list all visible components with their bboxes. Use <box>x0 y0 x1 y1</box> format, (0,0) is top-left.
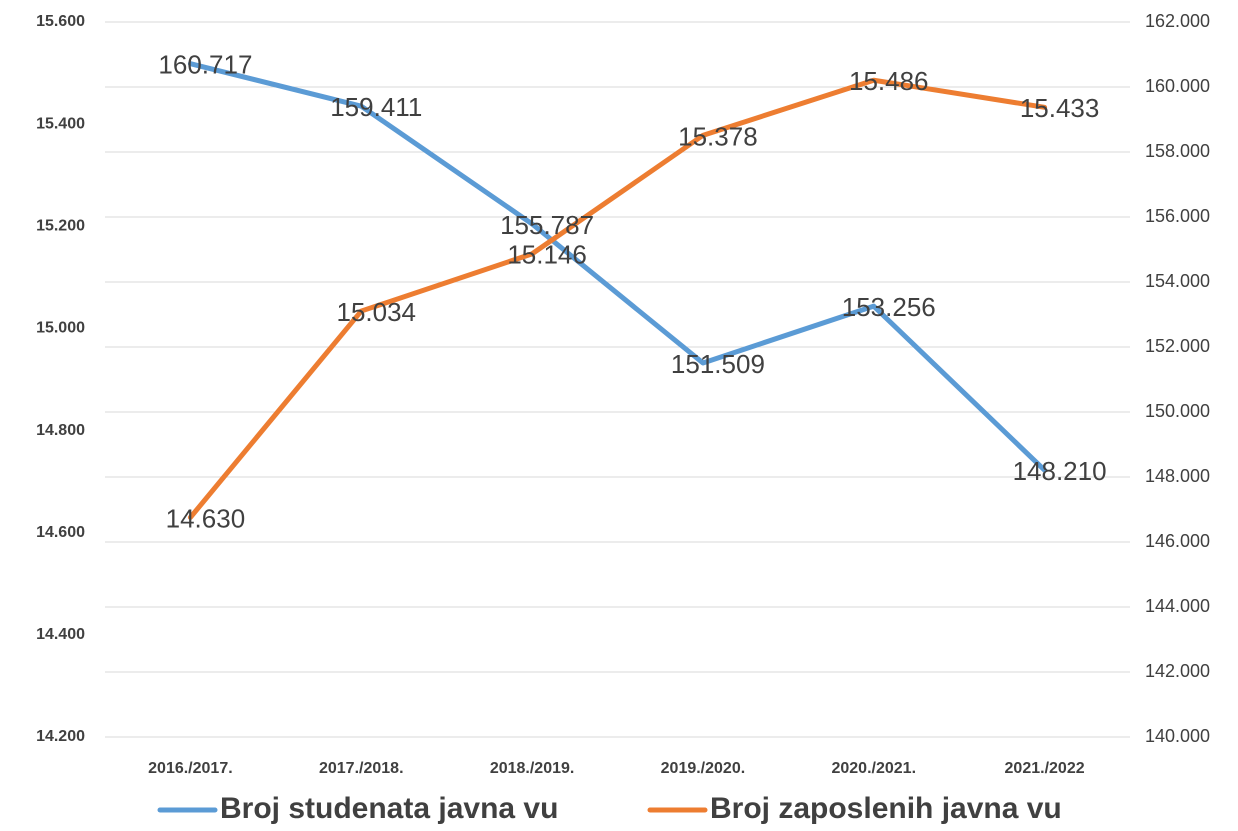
y-tick-label: 14.200 <box>36 728 85 745</box>
y2-tick-label: 162.000 <box>1145 11 1210 31</box>
y2-tick-label: 142.000 <box>1145 661 1210 681</box>
data-label: 15.378 <box>678 121 758 151</box>
y-tick-label: 14.400 <box>36 626 85 643</box>
y2-tick-label: 146.000 <box>1145 531 1210 551</box>
data-label: 155.787 <box>500 210 594 240</box>
data-label: 148.210 <box>1013 456 1107 486</box>
data-label: 15.486 <box>849 66 929 96</box>
data-label: 15.433 <box>1020 93 1100 123</box>
series-line <box>187 77 1048 520</box>
data-label: 14.630 <box>166 503 246 533</box>
legend-label: Broj studenata javna vu <box>220 792 558 825</box>
y2-tick-label: 144.000 <box>1145 596 1210 616</box>
data-label: 159.411 <box>330 92 422 122</box>
y-tick-label: 15.400 <box>36 115 85 132</box>
x-tick-label: 2019./2020. <box>661 760 746 777</box>
y-tick-label: 15.600 <box>36 13 85 30</box>
y2-tick-label: 156.000 <box>1145 206 1210 226</box>
data-label: 151.509 <box>671 349 765 379</box>
data-label: 15.146 <box>507 240 587 270</box>
y2-tick-label: 154.000 <box>1145 271 1210 291</box>
y2-tick-label: 160.000 <box>1145 76 1210 96</box>
x-tick-label: 2020./2021. <box>831 760 916 777</box>
x-tick-label: 2016./2017. <box>148 760 233 777</box>
y2-tick-label: 148.000 <box>1145 466 1210 486</box>
data-label: 153.256 <box>842 292 936 322</box>
y2-tick-label: 140.000 <box>1145 726 1210 746</box>
series-line <box>187 61 1048 473</box>
y-tick-label: 14.600 <box>36 524 85 541</box>
data-label: 160.717 <box>158 50 252 80</box>
y2-tick-label: 150.000 <box>1145 401 1210 421</box>
x-tick-label: 2017./2018. <box>319 760 404 777</box>
y2-tick-label: 158.000 <box>1145 141 1210 161</box>
y-tick-label: 15.200 <box>36 218 85 235</box>
y-tick-label: 15.000 <box>36 320 85 337</box>
x-tick-label: 2018./2019. <box>490 760 575 777</box>
y2-tick-label: 152.000 <box>1145 336 1210 356</box>
data-label: 15.034 <box>336 297 416 327</box>
legend-label: Broj zaposlenih javna vu <box>710 792 1062 825</box>
x-tick-label: 2021./2022 <box>1005 760 1085 777</box>
y-tick-label: 14.800 <box>36 422 85 439</box>
